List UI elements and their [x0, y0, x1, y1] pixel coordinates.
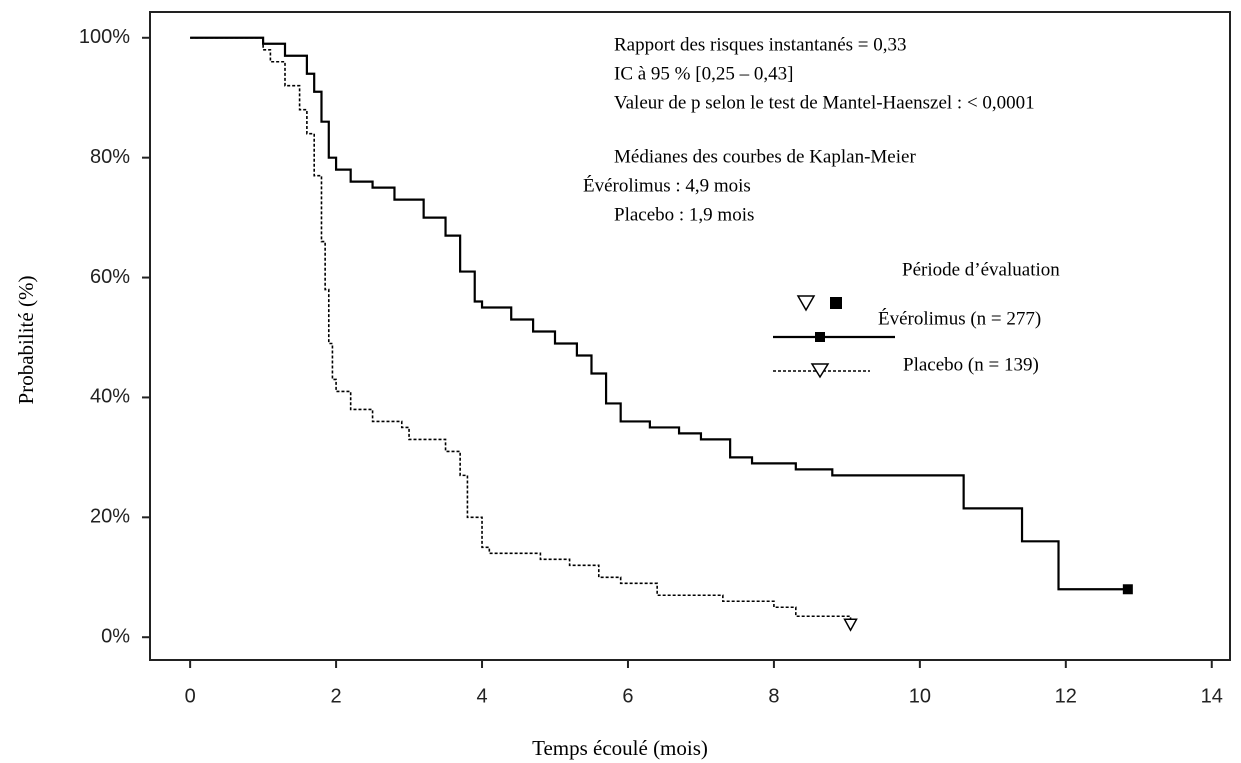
legend-symbol: [815, 332, 825, 342]
y-tick-label: 100%: [79, 26, 130, 48]
x-tick-label: 2: [331, 685, 342, 707]
x-tick-label: 12: [1055, 685, 1077, 707]
x-tick-label: 8: [768, 685, 779, 707]
y-tick-label: 80%: [90, 146, 130, 168]
legend-label: Placebo (n = 139): [903, 354, 1039, 375]
series-line: [190, 36, 1128, 591]
annotation: Placebo : 1,9 mois: [614, 204, 754, 225]
x-tick-label: 14: [1201, 685, 1223, 707]
y-tick-label: 20%: [90, 506, 130, 528]
legend-label: Évérolimus (n = 277): [878, 307, 1041, 329]
y-tick-label: 40%: [90, 386, 130, 408]
end-marker: [843, 618, 858, 632]
annotation: Évérolimus : 4,9 mois: [583, 174, 751, 196]
legend-symbol: [810, 363, 830, 379]
annotation: Valeur de p selon le test de Mantel-Haen…: [614, 92, 1035, 113]
y-tick-label: 0%: [101, 626, 130, 648]
x-tick-label: 6: [622, 685, 633, 707]
legend-title: Période d’évaluation: [902, 259, 1060, 280]
x-tick-label: 0: [185, 685, 196, 707]
end-marker: [1122, 584, 1133, 595]
x-axis-label: Temps écoulé (mois): [532, 736, 708, 760]
plot-frame: [149, 11, 1231, 661]
x-tick-label: 10: [909, 685, 931, 707]
annotation: Médianes des courbes de Kaplan-Meier: [614, 146, 916, 167]
annotation: IC à 95 % [0,25 – 0,43]: [614, 63, 793, 84]
legend-symbol: [796, 295, 816, 312]
x-tick-label: 4: [476, 685, 487, 707]
y-axis-label: Probabilité (%): [14, 276, 38, 405]
y-tick-label: 60%: [90, 266, 130, 288]
annotation: Rapport des risques instantanés = 0,33: [614, 34, 907, 55]
legend-symbol: [830, 297, 842, 309]
series-line: [190, 36, 852, 626]
